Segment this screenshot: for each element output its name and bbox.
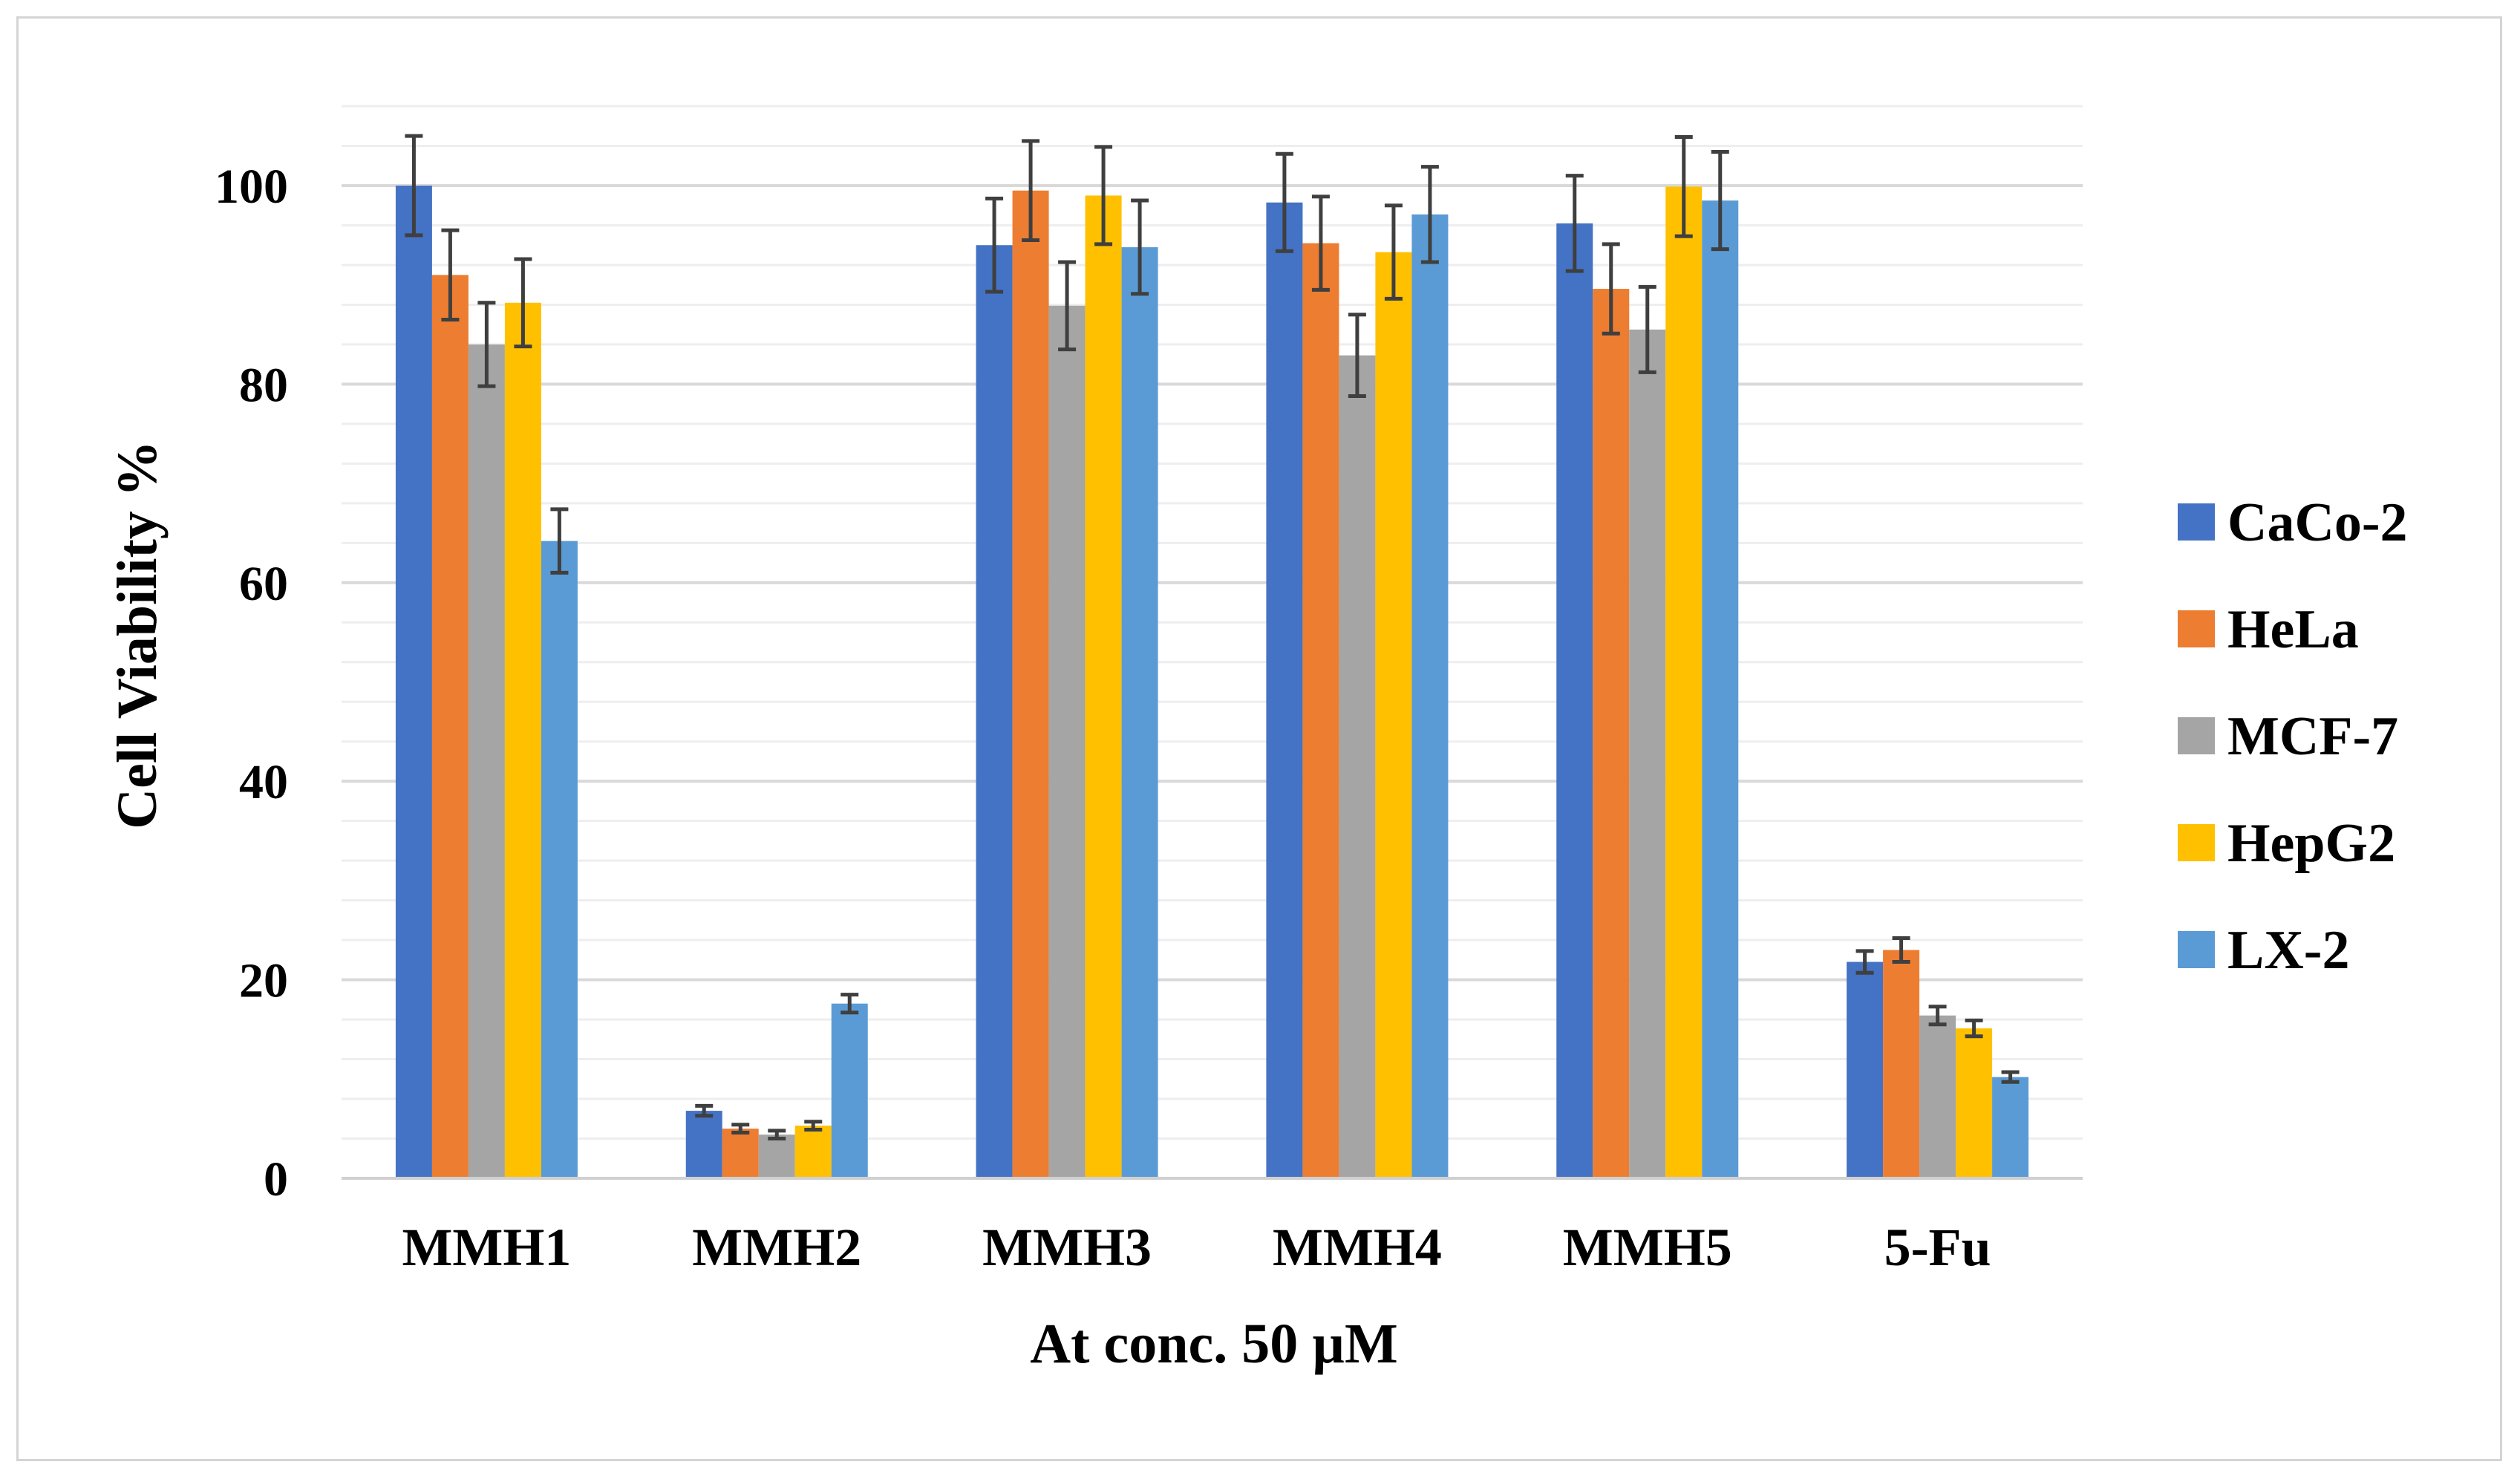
error-bar: [1131, 198, 1149, 296]
y-tick-label: 60: [239, 557, 288, 611]
error-bar: [1022, 139, 1040, 243]
legend-item-hepg2: HepG2: [2178, 813, 2395, 874]
major-gridlines: [342, 184, 2083, 982]
y-axis-title: Cell Viability %: [106, 440, 169, 829]
bar-mcf-7-mmh4: [1339, 355, 1376, 1179]
bar-lx-2-mmh3: [1121, 246, 1158, 1178]
error-bar: [1348, 313, 1366, 398]
bar-lx-2-5-fu: [1992, 1077, 2029, 1178]
error-bar: [695, 1103, 714, 1118]
error-bar: [731, 1123, 750, 1134]
bar-hela-mmh3: [1012, 190, 1049, 1178]
bar-lx-2-mmh2: [831, 1003, 868, 1178]
x-tick-label: 5-Fu: [1884, 1218, 1991, 1277]
bar-caco-2-mmh5: [1556, 223, 1593, 1178]
error-bar: [1311, 195, 1330, 292]
x-tick-label: MMH1: [402, 1218, 571, 1277]
legend-item-hela: HeLa: [2178, 599, 2359, 660]
error-bar: [1928, 1005, 1947, 1027]
y-tick-label: 80: [239, 358, 288, 412]
error-bar: [405, 134, 423, 238]
legend-swatch: [2178, 824, 2215, 861]
bar-mcf-7-mmh3: [1048, 305, 1086, 1179]
legend-item-mcf-7: MCF-7: [2178, 706, 2398, 767]
bar-hepg2-mmh2: [794, 1126, 832, 1178]
x-tick-label: MMH5: [1563, 1218, 1732, 1277]
error-bar: [514, 257, 532, 349]
bar-caco-2-mmh1: [395, 186, 432, 1178]
y-tick-label: 20: [239, 954, 288, 1008]
error-bar: [985, 196, 1004, 294]
bars: [395, 186, 2029, 1179]
error-bar: [804, 1120, 823, 1132]
bar-hela-5-fu: [1883, 950, 1920, 1178]
legend-swatch: [2178, 717, 2215, 754]
error-bar: [2001, 1070, 2020, 1084]
legend-swatch: [2178, 503, 2215, 541]
error-bar: [1855, 949, 1874, 975]
error-bar: [441, 228, 460, 321]
bar-hepg2-5-fu: [1956, 1028, 1993, 1178]
bar-lx-2-mmh4: [1411, 214, 1449, 1179]
x-tick-label: MMH3: [982, 1218, 1152, 1277]
bar-caco-2-mmh3: [976, 245, 1013, 1179]
bar-lx-2-mmh1: [541, 541, 578, 1178]
legend-label: HepG2: [2227, 813, 2395, 874]
bar-hepg2-mmh3: [1085, 195, 1122, 1178]
legend: CaCo-2 HeLa MCF-7 HepG2 LX-2: [2178, 492, 2408, 981]
error-bar: [1384, 203, 1403, 301]
legend-swatch: [2178, 610, 2215, 647]
error-bar: [1711, 150, 1729, 252]
legend-item-caco-2: CaCo-2: [2178, 492, 2408, 553]
error-bar: [1094, 145, 1113, 246]
error-bar: [840, 993, 859, 1015]
bar-caco-2-mmh2: [685, 1111, 722, 1178]
bar-hela-mmh1: [431, 275, 469, 1179]
error-bar: [1565, 174, 1584, 273]
bar-hela-mmh5: [1593, 289, 1630, 1179]
bar-caco-2-mmh4: [1266, 202, 1303, 1178]
bar-lx-2-mmh5: [1702, 200, 1739, 1179]
error-bar: [768, 1129, 786, 1141]
minor-gridlines: [342, 105, 2083, 1140]
bar-hepg2-mmh4: [1375, 252, 1412, 1179]
error-bar: [1638, 284, 1656, 374]
legend-label: CaCo-2: [2227, 492, 2408, 553]
legend-label: LX-2: [2227, 920, 2349, 981]
error-bar: [1420, 165, 1439, 264]
legend-item-lx-2: LX-2: [2178, 920, 2349, 981]
bar-mcf-7-mmh5: [1629, 329, 1666, 1178]
error-bar: [1058, 260, 1077, 352]
x-axis-title: At conc. 50 µM: [1030, 1313, 1397, 1375]
error-bars: [405, 134, 2020, 1141]
error-bar: [1275, 151, 1293, 253]
bar-hela-mmh2: [722, 1129, 759, 1178]
x-tick-labels: MMH1 MMH2 MMH3 MMH4 MMH5 5-Fu: [402, 1218, 1991, 1277]
bar-mcf-7-mmh1: [468, 344, 505, 1178]
x-tick-label: MMH2: [692, 1218, 861, 1277]
error-bar: [1892, 936, 1910, 964]
legend-label: HeLa: [2227, 599, 2359, 660]
bar-mcf-7-5-fu: [1919, 1015, 1956, 1178]
y-tick-label: 100: [215, 160, 288, 214]
bar-hepg2-mmh1: [504, 302, 541, 1178]
error-bar: [550, 507, 569, 575]
error-bar: [1674, 134, 1693, 238]
bar-hepg2-mmh5: [1665, 186, 1703, 1178]
error-bar: [477, 301, 496, 388]
y-tick-label: 0: [264, 1152, 288, 1207]
y-tick-labels: 0 20 40 60 80 100: [215, 160, 288, 1207]
bar-mcf-7-mmh2: [758, 1134, 795, 1178]
y-tick-label: 40: [239, 755, 288, 809]
legend-label: MCF-7: [2227, 706, 2398, 767]
error-bar: [1602, 242, 1620, 336]
legend-swatch: [2178, 931, 2215, 968]
error-bar: [1965, 1018, 1983, 1039]
bar-caco-2-5-fu: [1847, 961, 1884, 1178]
x-tick-label: MMH4: [1273, 1218, 1442, 1277]
bar-hela-mmh4: [1302, 243, 1339, 1178]
